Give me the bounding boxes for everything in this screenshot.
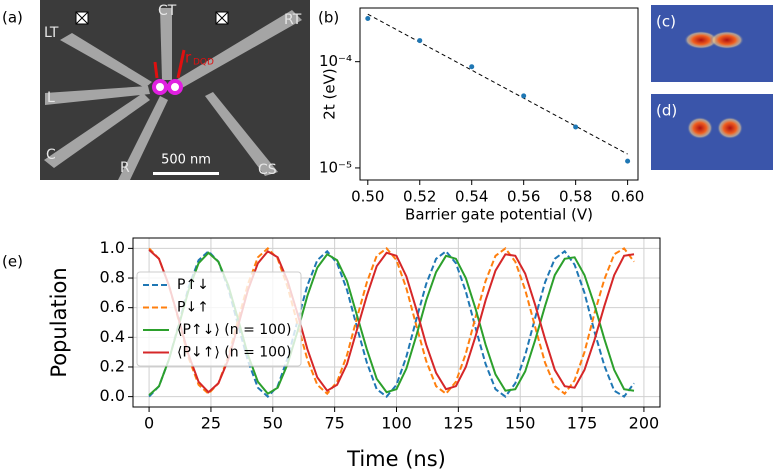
gate-label: LT xyxy=(44,25,59,41)
legend-label: ⟨P↓↑⟩ (n = 100) xyxy=(177,345,291,361)
y-tick-label: 0.0 xyxy=(100,386,125,405)
distance-label: r xyxy=(185,49,192,67)
gate-label: CT xyxy=(158,3,177,19)
x-tick-label: 0.50 xyxy=(351,188,384,206)
x-tick-label: 125 xyxy=(443,414,474,433)
gate-label: C xyxy=(46,147,56,163)
x-tick-label: 75 xyxy=(324,414,344,433)
gate-label: L xyxy=(47,90,55,106)
legend-box xyxy=(136,271,302,367)
y-tick-label: 0.6 xyxy=(100,297,125,316)
legend-label: ⟨P↑↓⟩ (n = 100) xyxy=(177,322,291,338)
plot-frame xyxy=(132,237,661,408)
panel-label: (b) xyxy=(318,9,339,27)
data-point xyxy=(365,15,371,21)
x-tick-label: 0.52 xyxy=(403,188,436,206)
y-axis-label: Population xyxy=(47,267,71,377)
y-tick-label: 0.8 xyxy=(100,268,125,287)
data-point xyxy=(625,158,631,164)
x-axis-label: Barrier gate potential (V) xyxy=(405,206,593,224)
gate-label: CS xyxy=(258,162,277,178)
legend-label: P↑↓ xyxy=(177,277,209,293)
sem-image xyxy=(40,0,310,180)
panel-label: (e) xyxy=(2,253,23,271)
x-tick-label: 0.54 xyxy=(455,188,488,206)
y-tick-label: 10⁻⁵ xyxy=(319,158,352,176)
x-tick-label: 50 xyxy=(263,414,283,433)
x-tick-label: 150 xyxy=(505,414,536,433)
y-tick-label: 0.4 xyxy=(100,327,125,346)
y-tick-label: 1.0 xyxy=(100,238,125,257)
data-point xyxy=(469,64,475,70)
x-tick-label: 100 xyxy=(381,414,412,433)
wavefunction-image xyxy=(651,5,773,170)
x-tick-label: 0 xyxy=(144,414,154,433)
y-tick-label: 10⁻⁴ xyxy=(319,52,352,70)
plot-frame xyxy=(359,7,639,181)
scale-bar-label: 500 nm xyxy=(161,153,211,168)
legend-label: P↓↑ xyxy=(177,300,209,316)
x-tick-label: 0.58 xyxy=(559,188,592,206)
data-point xyxy=(521,93,527,99)
x-tick-label: 0.56 xyxy=(507,188,540,206)
y-axis-label: 2t (eV) xyxy=(321,68,339,119)
panel-label: (c) xyxy=(656,13,676,31)
data-point xyxy=(417,38,423,44)
fit-line xyxy=(367,13,628,155)
gate-label: RT xyxy=(284,12,302,28)
x-tick-label: 175 xyxy=(567,414,598,433)
x-tick-label: 25 xyxy=(201,414,221,433)
x-tick-label: 200 xyxy=(629,414,660,433)
y-tick-label: 0.2 xyxy=(100,356,125,375)
distance-subscript: DQD xyxy=(193,58,214,68)
x-tick-label: 0.60 xyxy=(611,188,644,206)
x-axis-label: Time (ns) xyxy=(346,447,446,471)
gate-label: R xyxy=(120,160,130,176)
data-point xyxy=(573,124,579,130)
panel-label: (d) xyxy=(656,102,677,120)
panel-label: (a) xyxy=(2,9,23,27)
